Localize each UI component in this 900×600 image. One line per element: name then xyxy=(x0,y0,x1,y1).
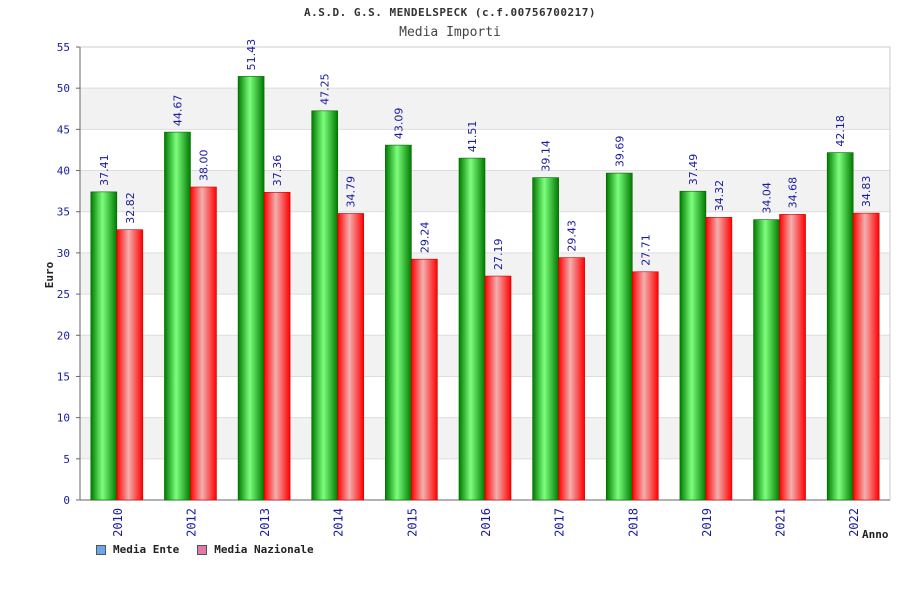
bar-media-nazionale xyxy=(116,229,144,501)
y-tick-label: 0 xyxy=(63,494,70,507)
x-tick-label: 2018 xyxy=(626,508,640,537)
bar-media-nazionale xyxy=(852,212,880,501)
legend-item-ente: Media Ente xyxy=(96,543,179,556)
bar-media-ente xyxy=(164,131,191,501)
grid-band xyxy=(80,88,890,130)
bar-media-nazionale xyxy=(337,213,365,501)
bar-media-ente xyxy=(237,76,265,501)
bar-media-nazionale xyxy=(631,271,659,501)
y-tick-label: 10 xyxy=(57,412,70,425)
y-tick-label: 40 xyxy=(57,165,70,178)
bar-value-label: 32.82 xyxy=(124,192,137,224)
bar-media-nazionale xyxy=(705,217,733,501)
bar-media-nazionale xyxy=(190,186,217,501)
bar-media-ente xyxy=(753,219,780,501)
bar-value-label: 34.83 xyxy=(860,176,873,208)
x-tick-label: 2017 xyxy=(553,508,567,537)
x-tick-label: 2014 xyxy=(332,508,346,537)
y-axis-title: Euro xyxy=(43,261,56,288)
chart-subtitle: Media Importi xyxy=(399,25,501,40)
bar-media-nazionale xyxy=(411,258,438,501)
bar-value-label: 41.51 xyxy=(466,121,479,153)
legend-label-nazionale: Media Nazionale xyxy=(214,543,314,556)
bar-media-nazionale xyxy=(263,191,291,501)
y-tick-label: 15 xyxy=(57,370,70,383)
legend: Media Ente Media Nazionale xyxy=(96,543,314,556)
bar-value-label: 37.49 xyxy=(687,154,700,186)
bar-value-label: 27.71 xyxy=(639,234,652,266)
bar-media-ente xyxy=(311,110,339,501)
bar-media-ente xyxy=(458,157,486,501)
bar-value-label: 43.09 xyxy=(392,108,405,140)
legend-label-ente: Media Ente xyxy=(113,543,180,556)
y-tick-label: 50 xyxy=(57,82,70,95)
bar-value-label: 37.36 xyxy=(271,155,284,187)
bar-value-label: 42.18 xyxy=(834,115,847,147)
bar-value-label: 39.69 xyxy=(613,136,626,168)
bar-value-label: 51.43 xyxy=(245,39,258,71)
bar-value-label: 34.32 xyxy=(713,180,726,212)
legend-swatch-ente xyxy=(96,544,106,555)
bar-value-label: 44.67 xyxy=(171,95,184,127)
bar-value-label: 27.19 xyxy=(492,239,505,271)
x-tick-label: 2010 xyxy=(111,508,125,537)
y-tick-label: 20 xyxy=(57,329,70,342)
legend-item-nazionale: Media Nazionale xyxy=(197,543,314,556)
bar-media-ente xyxy=(385,144,412,501)
y-tick-label: 45 xyxy=(57,123,70,136)
bar-value-label: 37.41 xyxy=(98,154,111,185)
bar-value-label: 39.14 xyxy=(540,140,553,172)
bar-value-label: 47.25 xyxy=(319,73,332,105)
bar-media-nazionale xyxy=(558,257,585,501)
y-tick-label: 30 xyxy=(57,247,70,260)
bar-value-label: 34.79 xyxy=(345,176,358,208)
y-tick-label: 35 xyxy=(57,206,70,219)
bar-media-nazionale xyxy=(779,214,806,501)
x-axis-title: Anno xyxy=(862,528,889,541)
chart-title: A.S.D. G.S. MENDELSPECK (c.f.00756700217… xyxy=(303,6,597,19)
bar-value-label: 34.68 xyxy=(787,177,800,209)
x-tick-label: 2016 xyxy=(479,508,493,537)
x-tick-label: 2012 xyxy=(184,508,198,537)
bar-media-nazionale xyxy=(484,275,512,501)
bar-media-ente xyxy=(605,172,633,501)
y-tick-label: 55 xyxy=(57,41,70,54)
bar-media-ente xyxy=(532,177,559,501)
bar-value-label: 34.04 xyxy=(761,182,774,214)
x-tick-label: 2015 xyxy=(405,508,419,537)
bar-media-ente xyxy=(826,152,854,501)
bar-media-ente xyxy=(90,191,118,501)
x-tick-label: 2021 xyxy=(774,508,788,537)
y-tick-label: 5 xyxy=(63,453,70,466)
legend-swatch-nazionale xyxy=(197,544,208,555)
bar-value-label: 29.43 xyxy=(566,220,579,252)
x-tick-label: 2019 xyxy=(700,508,714,537)
x-tick-label: 2022 xyxy=(847,508,861,537)
bar-value-label: 29.24 xyxy=(418,222,431,254)
y-tick-label: 25 xyxy=(57,288,70,301)
bar-media-ente xyxy=(679,190,707,501)
bar-value-label: 38.00 xyxy=(197,150,210,182)
x-tick-label: 2013 xyxy=(258,508,272,537)
